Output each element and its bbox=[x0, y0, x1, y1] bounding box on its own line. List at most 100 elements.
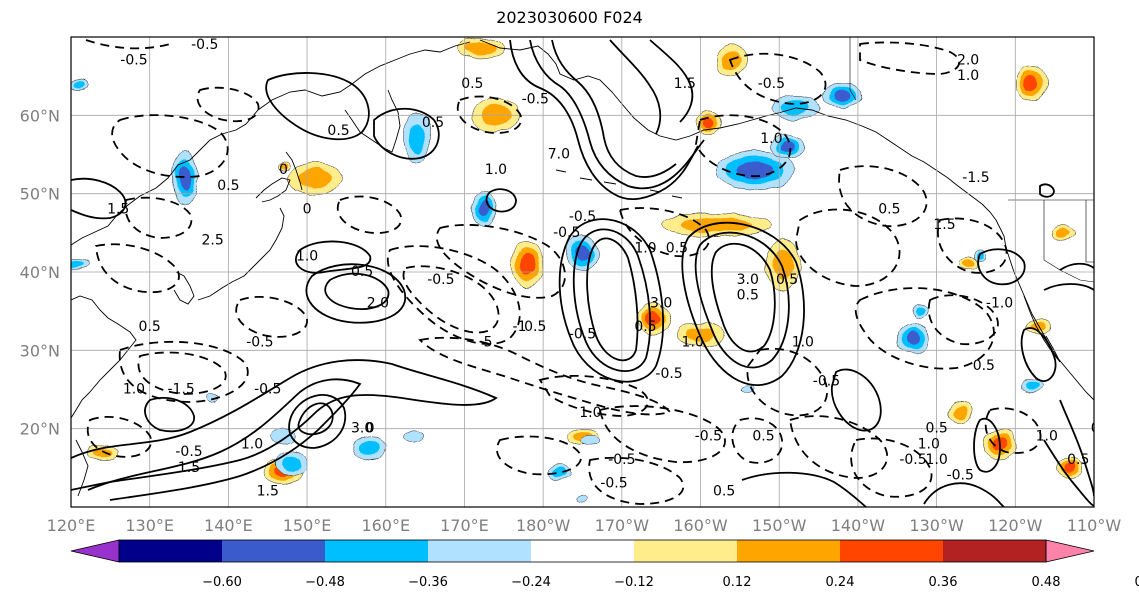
anomaly-blob bbox=[1018, 379, 1044, 393]
contour-label: 1.0 bbox=[241, 436, 263, 452]
anomaly-blob bbox=[456, 38, 505, 60]
coastline-china bbox=[71, 295, 137, 419]
contour-label: 1.0 bbox=[760, 131, 782, 147]
contour-label: -0.5 bbox=[522, 92, 549, 108]
lon-tick-label: 120°W bbox=[988, 516, 1043, 535]
anomaly-blob-level bbox=[1064, 463, 1077, 473]
contour-negative bbox=[196, 86, 260, 123]
contour-positive bbox=[373, 107, 440, 160]
contour-label: 7.0 bbox=[548, 147, 570, 163]
lon-tick-label: 150°E bbox=[283, 516, 332, 535]
contour-negative bbox=[731, 417, 783, 464]
anomaly-blob-level bbox=[179, 165, 191, 191]
anomaly-blob bbox=[71, 79, 89, 89]
contour-label: 1.0 bbox=[682, 335, 704, 351]
contour-label: -0.5 bbox=[569, 209, 596, 225]
contour-negative bbox=[695, 114, 792, 177]
anomaly-blob bbox=[546, 463, 571, 480]
contour-positive bbox=[324, 272, 390, 310]
contour-label: 1.5 bbox=[933, 217, 955, 233]
colorbar-segment bbox=[119, 540, 223, 562]
contour-label: -0.5 bbox=[608, 452, 635, 468]
contour-label: 1.5 bbox=[178, 460, 200, 476]
anomaly-blob-level bbox=[408, 123, 426, 155]
contour-positive bbox=[741, 471, 867, 507]
contour-label: 0.5 bbox=[422, 115, 444, 131]
contour-label: 0.5 bbox=[634, 319, 656, 335]
lon-tick-label: 180°W bbox=[516, 516, 571, 535]
contour-positive bbox=[265, 72, 370, 141]
contour-positive bbox=[305, 263, 407, 324]
coastline-korea bbox=[173, 271, 195, 305]
colorbar-tick-label: −0.12 bbox=[614, 575, 654, 590]
contour-label: 1.0 bbox=[579, 405, 601, 421]
contour-label: 0.5 bbox=[713, 483, 735, 499]
colorbar-tick-label: 0.36 bbox=[929, 575, 958, 590]
contour-positive bbox=[1039, 183, 1055, 198]
coastline-alaska bbox=[479, 39, 983, 205]
coastline-philippines bbox=[75, 439, 89, 497]
contour-label: -0.5 bbox=[655, 366, 682, 382]
contour-label: 0.5 bbox=[1067, 452, 1089, 468]
anomaly-blob bbox=[580, 435, 601, 446]
contour-labels: -0.5-0.50.5 0.5-0.50.51.07.01.5 -0.51.02.0… bbox=[107, 37, 1113, 499]
contour-negative bbox=[235, 296, 308, 338]
anomaly-blob bbox=[575, 495, 590, 504]
contour-label: -0.5 bbox=[427, 272, 454, 288]
contour-positive bbox=[1059, 262, 1094, 271]
contour-label: 0.5 bbox=[878, 201, 900, 217]
contour-label: 0.1 bbox=[1091, 421, 1113, 437]
anomaly-blob bbox=[822, 82, 863, 109]
anomaly-blob bbox=[1015, 66, 1048, 102]
colorbar-extend-low bbox=[70, 539, 120, 563]
contour-label: -0.5 bbox=[600, 476, 627, 492]
contour-label: 0.5 bbox=[737, 288, 759, 304]
contour-label: 0.5 bbox=[139, 319, 161, 335]
anomaly-blob-level bbox=[906, 331, 921, 346]
contour-label: -0.5 bbox=[191, 37, 218, 53]
contour-negative bbox=[788, 415, 889, 479]
anomaly-blob bbox=[660, 213, 772, 237]
contour-positive bbox=[1043, 439, 1094, 507]
contour-negative bbox=[746, 347, 828, 417]
contour-lines bbox=[71, 39, 1094, 507]
contour-label: 1.0 bbox=[1036, 429, 1058, 445]
anomaly-blob bbox=[71, 259, 91, 270]
contour-positive bbox=[694, 231, 790, 369]
contour-label: -0.5 bbox=[813, 374, 840, 390]
contour-negative bbox=[618, 207, 710, 258]
contour-positive bbox=[586, 237, 639, 362]
contour-label: 0.5 bbox=[752, 429, 774, 445]
contour-label: -0.5 bbox=[120, 53, 147, 69]
anomaly-blob-level bbox=[281, 456, 302, 472]
anomaly-blob-level bbox=[71, 261, 85, 268]
contour-label: -0.5 bbox=[246, 335, 273, 351]
contour-label: 1.0 bbox=[634, 241, 656, 257]
map-plot-area: -0.5-0.50.5 0.5-0.50.51.07.01.5 -0.51.02.0… bbox=[71, 37, 1113, 507]
anomaly-blob-level bbox=[952, 405, 968, 421]
lat-tick-label: 20°N bbox=[20, 420, 60, 439]
lon-tick-label: 140°E bbox=[204, 516, 253, 535]
contour-positive bbox=[297, 402, 334, 436]
contour-label: 0.5 bbox=[524, 319, 546, 335]
contour-positive bbox=[551, 39, 677, 178]
colorbar-segment bbox=[531, 540, 635, 562]
lat-tick-label: 50°N bbox=[20, 185, 60, 204]
contour-label: -1.5 bbox=[962, 170, 989, 186]
contour-positive bbox=[288, 394, 347, 449]
colorbar-outline bbox=[118, 539, 1047, 563]
colorbar-tick-label: 0.24 bbox=[826, 575, 855, 590]
colorbar-tick-label: −0.60 bbox=[202, 575, 242, 590]
lon-tick-label: 170°E bbox=[440, 516, 489, 535]
colorbar-segment bbox=[222, 540, 326, 562]
anomaly-blob-level bbox=[1055, 228, 1070, 238]
lon-tick-label: 170°W bbox=[595, 516, 650, 535]
anomaly-blob-level bbox=[403, 429, 424, 444]
contour-label: 3.0 bbox=[737, 272, 759, 288]
contour-negative bbox=[850, 437, 933, 498]
contour-label: 0.5 bbox=[461, 76, 483, 92]
contour-negative bbox=[124, 196, 193, 239]
contour-positive bbox=[294, 240, 372, 274]
anomaly-blob-level bbox=[682, 217, 751, 233]
contour-negative bbox=[598, 405, 726, 463]
